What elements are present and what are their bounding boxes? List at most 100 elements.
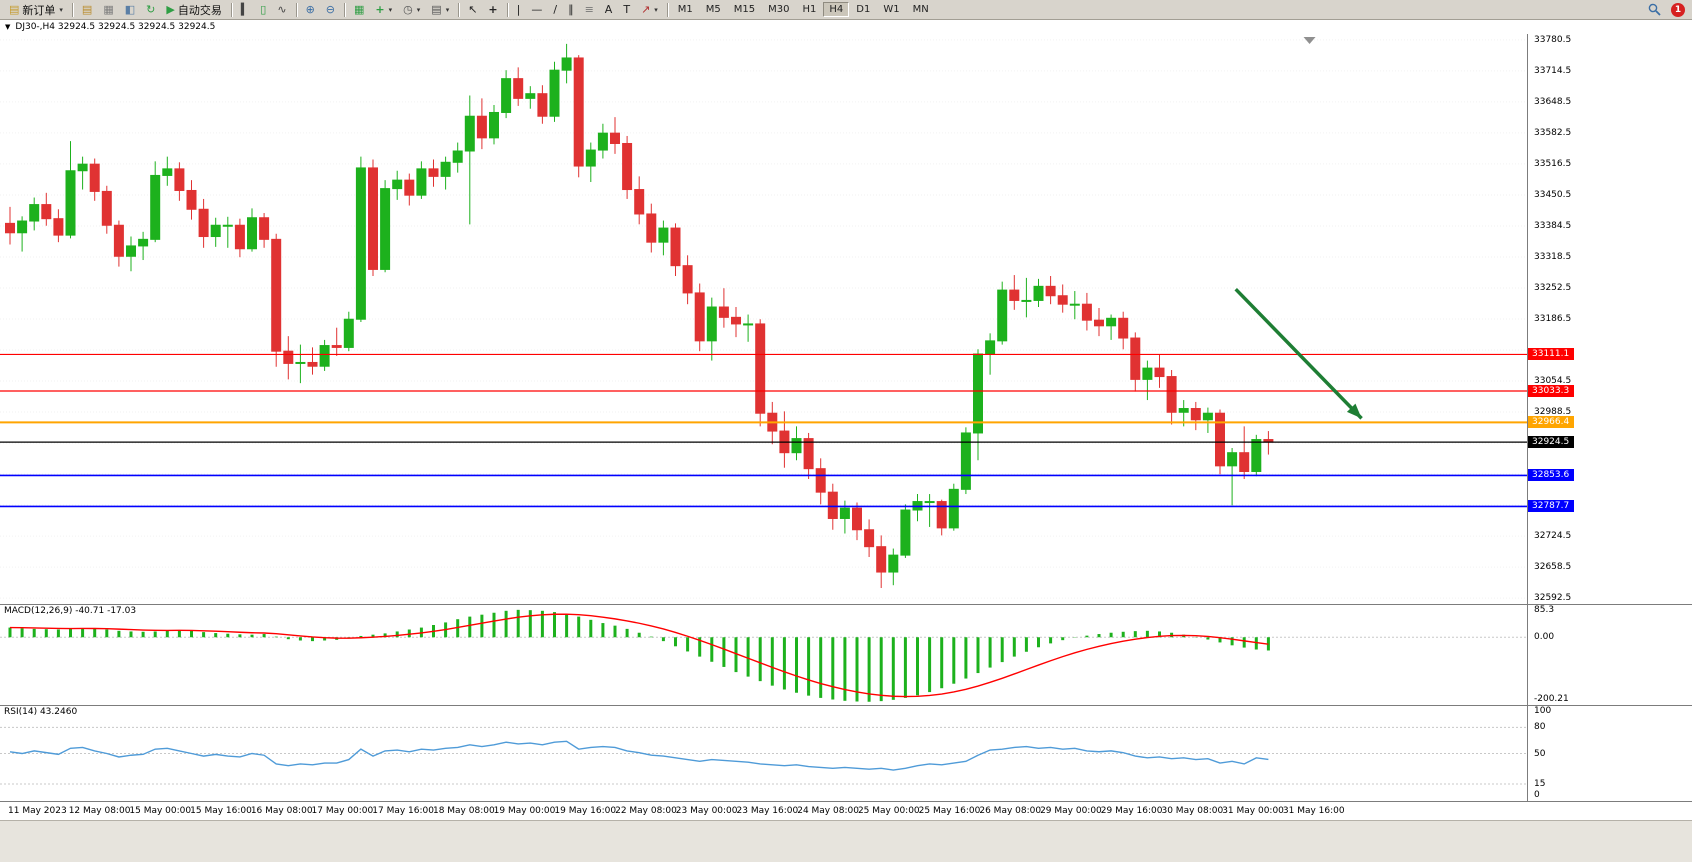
rsi-plot-area[interactable]: RSI(14) 43.2460: [0, 706, 1528, 801]
indicators-button[interactable]: + ▾: [370, 2, 397, 18]
candle-body: [1045, 285, 1056, 297]
time-axis[interactable]: 11 May 2023 12 May 08:00 15 May 00:00 15 Ma…: [0, 801, 1692, 820]
candle-body: [1227, 452, 1238, 467]
candle-body: [65, 170, 76, 236]
search-icon[interactable]: [1648, 3, 1661, 16]
time-axis-label: 17 May 00:00: [311, 806, 374, 816]
macd-signal-line: [9, 613, 1269, 698]
candle-body: [694, 292, 705, 342]
crosshair-button[interactable]: +: [483, 2, 502, 18]
auto-trading-icon: ▶: [166, 2, 175, 16]
candle-body: [597, 132, 608, 151]
timeframe-button-h4[interactable]: H4: [823, 2, 850, 17]
rsi-axis-tick: 15: [1534, 778, 1546, 789]
arrows-dropdown-icon[interactable]: ▾: [654, 5, 658, 14]
candle-body: [852, 507, 862, 531]
templates-dropdown-icon[interactable]: ▾: [445, 5, 450, 14]
chart-shift-marker[interactable]: [1303, 37, 1316, 44]
price-tick: 33582.5: [1534, 127, 1572, 138]
tile-windows-button[interactable]: ▦: [349, 2, 369, 18]
zoom-out-button[interactable]: ⊖: [321, 2, 340, 18]
price-tick: 32988.5: [1534, 407, 1572, 418]
time-axis-label: 23 May 00:00: [675, 806, 738, 816]
indicators-dropdown-icon[interactable]: ▾: [388, 5, 393, 14]
periods-button[interactable]: ◷ ▾: [398, 2, 425, 18]
trend-arrow[interactable]: [1234, 287, 1363, 420]
candle-body: [404, 179, 415, 196]
refresh-button[interactable]: ↻: [141, 2, 160, 18]
new-order-dropdown-icon[interactable]: ▾: [59, 5, 63, 14]
candle-body: [634, 189, 645, 215]
price-tick: 33318.5: [1534, 251, 1572, 262]
trend-arrow-head: [1346, 403, 1362, 419]
price-axis[interactable]: 33780.5 33714.5 33648.5 33582.5 33516.5 33450…: [1528, 34, 1692, 604]
candlestick-chart-icon: ▯: [260, 2, 267, 16]
fibonacci-button[interactable]: ≡: [580, 2, 599, 18]
time-axis-label: 19 May 16:00: [554, 806, 617, 816]
timeframe-button-mn[interactable]: MN: [912, 4, 929, 15]
new-order-label: 新订单: [22, 3, 56, 17]
chart-profiles-button[interactable]: ▦: [98, 2, 118, 18]
chart-collapse-icon[interactable]: ▼: [5, 23, 11, 31]
price-tick: 32658.5: [1534, 562, 1572, 573]
candle-body: [452, 150, 463, 163]
candle-body: [1069, 303, 1080, 306]
auto-trading-label: 自动交易: [177, 3, 222, 17]
candle-body: [380, 188, 391, 270]
horizontal-line-button[interactable]: —: [526, 2, 547, 18]
notification-badge[interactable]: 1: [1671, 2, 1685, 17]
toolbar-separator: [295, 2, 297, 17]
toolbar-separator: [666, 2, 668, 17]
rsi-header: RSI(14) 43.2460: [4, 707, 78, 717]
line-chart-button[interactable]: ∿: [272, 2, 291, 18]
templates-button[interactable]: ▤ ▾: [426, 2, 454, 18]
bar-chart-icon: ▍: [240, 2, 250, 16]
toolbar-items: ▤ 新订单 ▾ ▤ ▦ ◧ ↻ ▶ 自动交易 ▍ ▯ ∿ ⊕ ⊖ ▦ + ▾ ◷ ▾ ▤ ▾ ↖ + | — / ∥ ≡ A T ↗ ▾ M1 M…: [4, 0, 935, 20]
trendline-button[interactable]: /: [548, 2, 562, 18]
timeframe-button-d1[interactable]: D1: [856, 4, 871, 15]
rsi-axis-tick: 100: [1534, 706, 1552, 716]
channel-button[interactable]: ∥: [563, 2, 579, 18]
new-order-button[interactable]: ▤ 新订单 ▾: [4, 0, 68, 20]
text-button[interactable]: A: [600, 2, 618, 18]
timeframe-button-w1[interactable]: W1: [883, 4, 900, 15]
arrows-button[interactable]: ↗ ▾: [636, 2, 663, 18]
indicators-icon: +: [375, 2, 385, 16]
candle-body: [731, 316, 741, 325]
toolbar-separator: [230, 2, 232, 17]
price-tick: 33054.5: [1534, 376, 1572, 387]
timeframe-button-m15[interactable]: M15: [733, 4, 756, 15]
tile-windows-icon: ▦: [354, 2, 365, 16]
zoom-in-button[interactable]: ⊕: [301, 2, 320, 18]
cursor-button[interactable]: ↖: [463, 2, 482, 18]
candle-body: [1190, 408, 1201, 421]
macd-plot-area[interactable]: MACD(12,26,9) -40.71 -17.03: [0, 605, 1528, 705]
market-watch-button[interactable]: ◧: [120, 2, 140, 18]
vertical-line-button[interactable]: |: [512, 2, 526, 18]
new-chart-button[interactable]: ▤: [77, 2, 97, 18]
refresh-icon: ↻: [146, 2, 156, 16]
candle-body: [1021, 299, 1032, 302]
time-axis-label: 12 May 08:00: [68, 806, 131, 816]
bar-chart-button[interactable]: ▍: [236, 2, 254, 18]
periods-dropdown-icon[interactable]: ▾: [416, 5, 421, 14]
candle-body: [936, 501, 947, 529]
candle-body: [186, 189, 197, 210]
candlestick-chart-button[interactable]: ▯: [255, 2, 271, 18]
timeframe-button-m5[interactable]: M5: [705, 4, 721, 15]
price-tick: 32724.5: [1534, 531, 1572, 542]
timeframe-button-m30[interactable]: M30: [768, 4, 790, 15]
chart-plot-area[interactable]: [0, 34, 1528, 604]
macd-axis[interactable]: 85.3 0.00 -200.21: [1528, 605, 1692, 705]
candle-body: [718, 306, 729, 318]
label-button[interactable]: T: [618, 2, 635, 18]
time-axis-label: 26 May 08:00: [979, 806, 1042, 816]
candle-body: [1130, 337, 1141, 380]
timeframe-button-m1[interactable]: M1: [677, 4, 693, 15]
timeframe-button-h1[interactable]: H1: [802, 4, 817, 15]
rsi-axis-tick: 50: [1534, 748, 1546, 759]
rsi-axis[interactable]: 100 80 50 15 0: [1528, 706, 1692, 801]
auto-trading-button[interactable]: ▶ 自动交易: [161, 0, 226, 20]
candle-body: [610, 132, 620, 144]
zoom-in-icon: ⊕: [305, 2, 315, 16]
